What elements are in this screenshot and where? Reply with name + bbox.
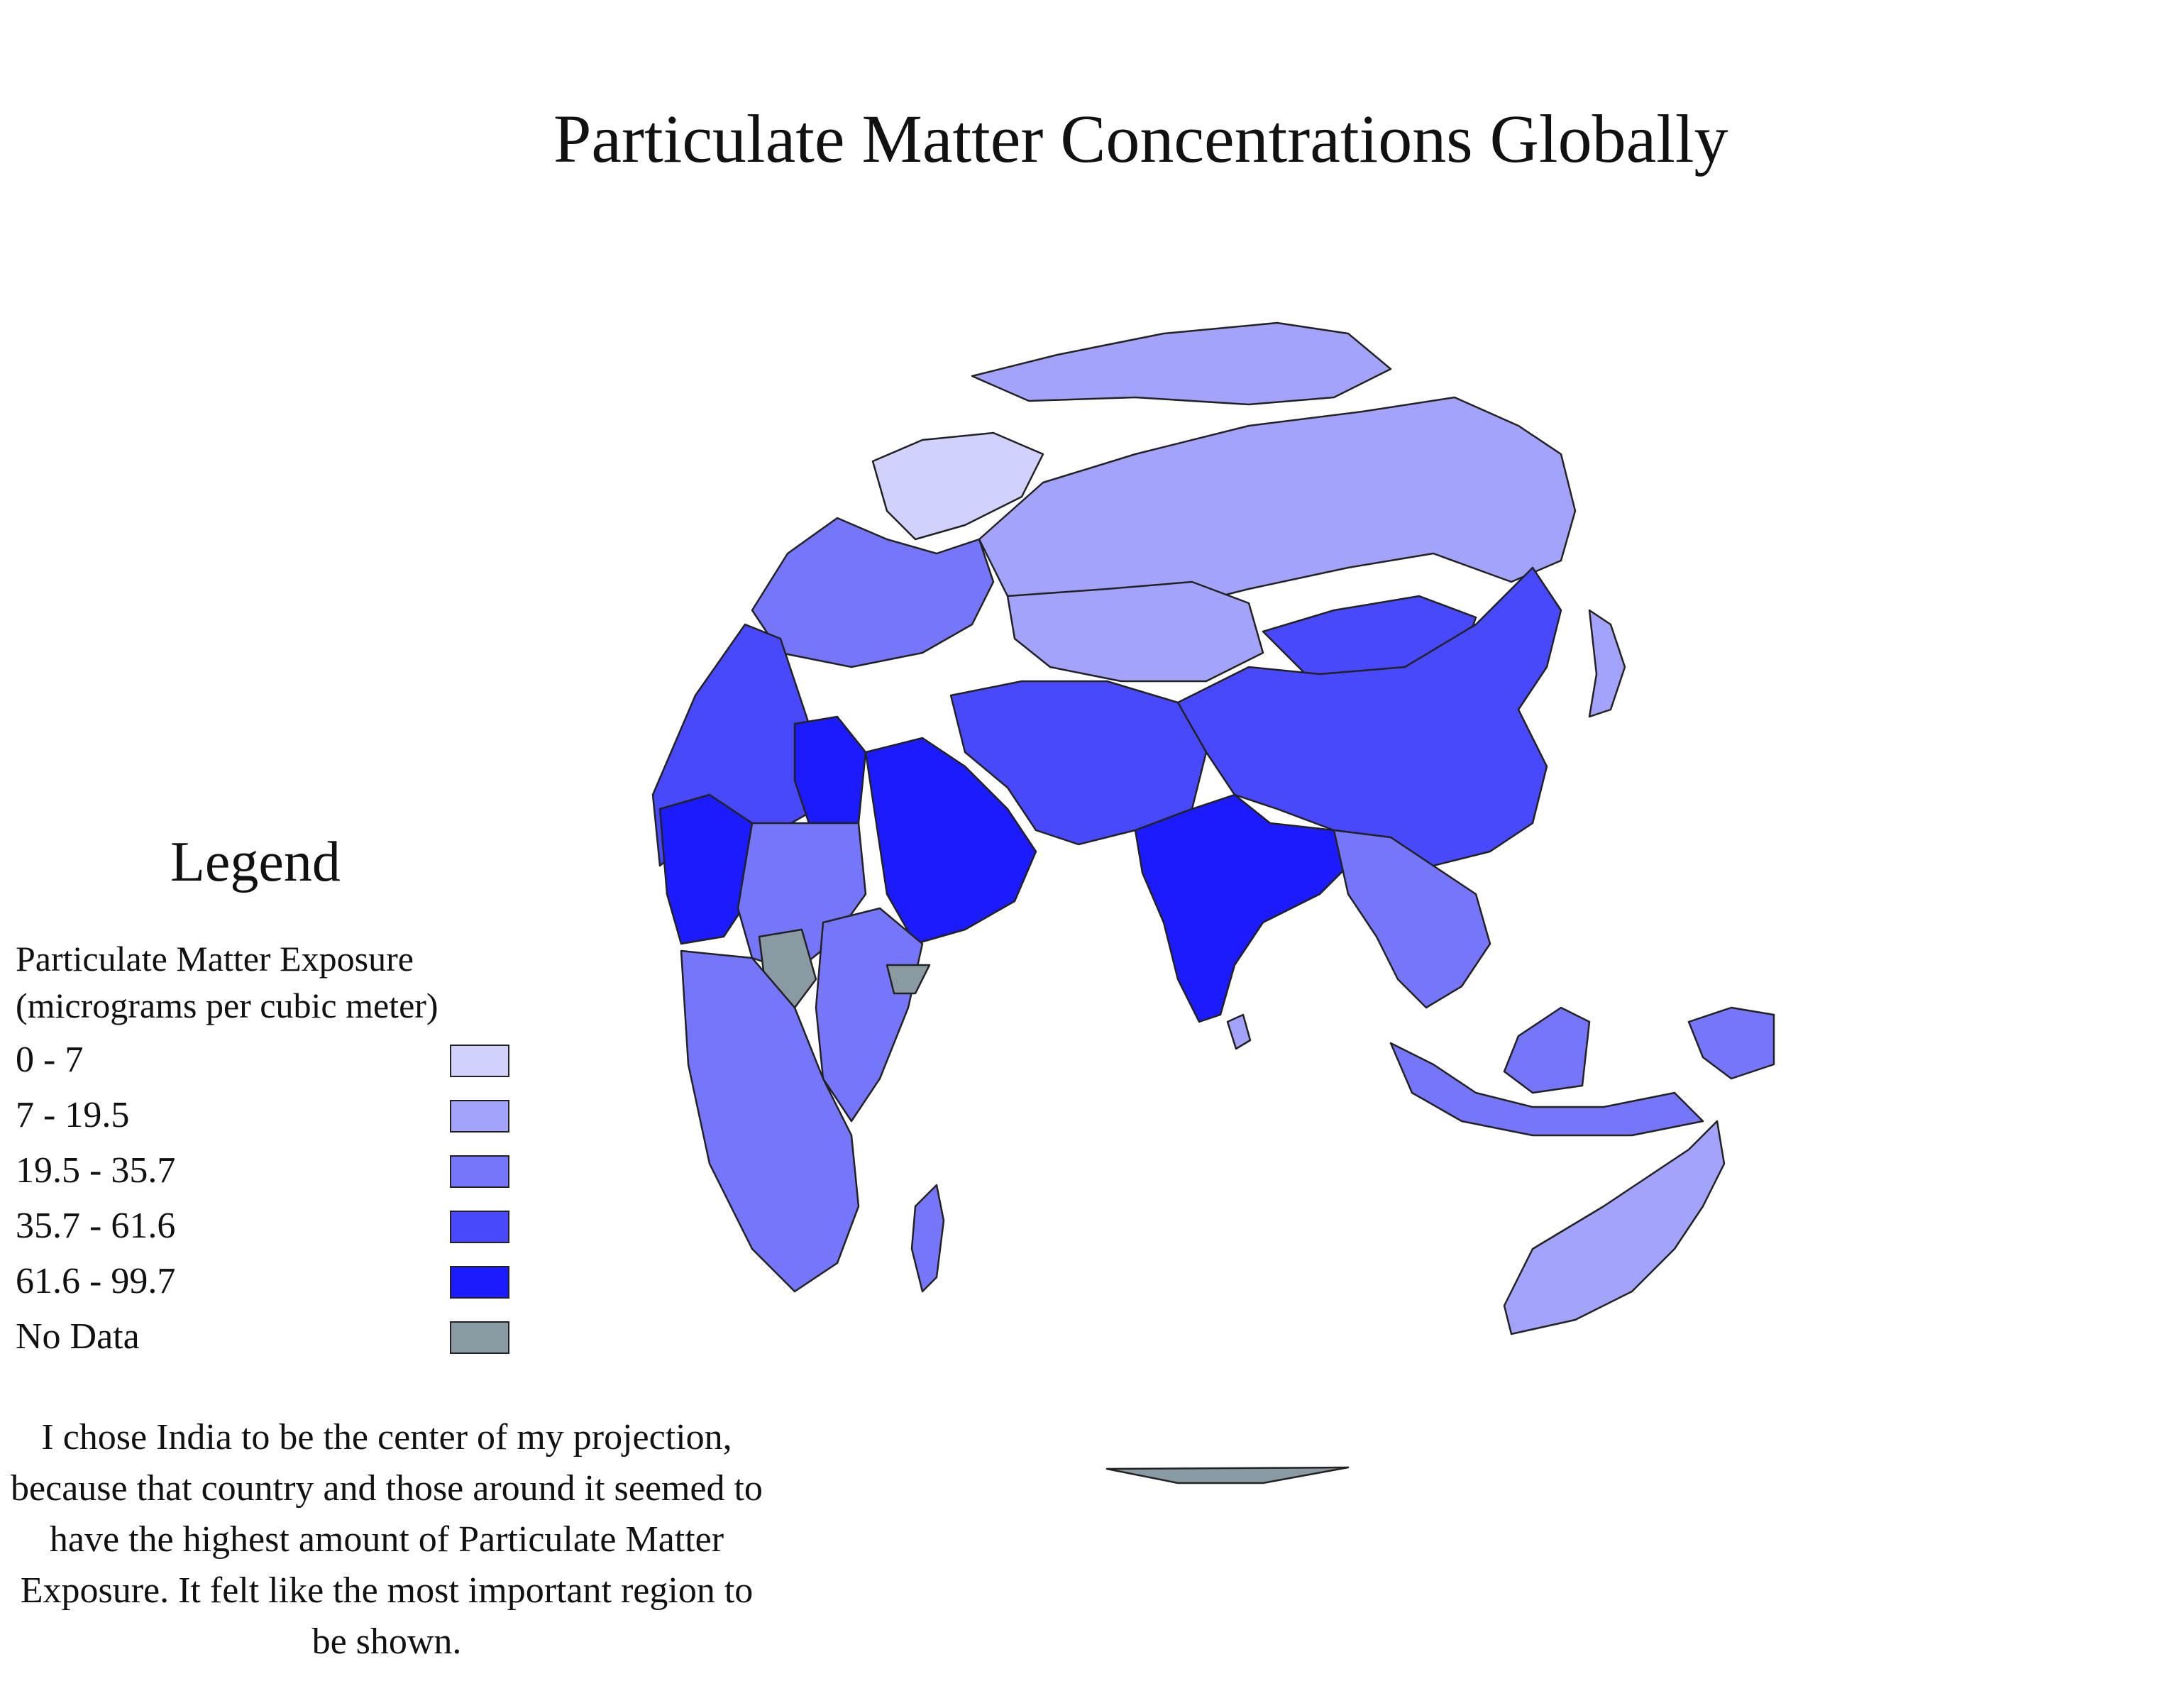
legend-swatch xyxy=(450,1211,509,1243)
legend-swatch xyxy=(450,1266,509,1299)
legend-item-label: 61.6 - 99.7 xyxy=(16,1261,176,1301)
legend-variable-line2: (micrograms per cubic meter) xyxy=(16,986,439,1025)
region-egypt xyxy=(793,715,867,825)
region-somalia xyxy=(886,964,931,995)
region-east-africa xyxy=(815,907,924,1123)
region-southern-africa xyxy=(680,949,860,1293)
legend-swatch xyxy=(450,1155,509,1188)
legend-swatch xyxy=(450,1045,509,1077)
region-sri-lanka xyxy=(1226,1013,1252,1050)
legend-item: 19.5 - 35.7 xyxy=(16,1150,512,1192)
legend-item: 7 - 19.5 xyxy=(16,1094,512,1137)
region-china xyxy=(1176,566,1562,867)
region-indonesia xyxy=(1389,1042,1704,1137)
region-scandinavia xyxy=(871,431,1044,541)
legend-item-label: 0 - 7 xyxy=(16,1040,84,1080)
region-borneo xyxy=(1503,1006,1591,1094)
legend-title: Legend xyxy=(170,831,341,893)
region-antarctica xyxy=(1105,1466,1350,1484)
region-sahel xyxy=(658,793,754,945)
projection-note: I chose India to be the center of my pro… xyxy=(11,1417,763,1662)
region-australia xyxy=(1503,1120,1726,1335)
region-india xyxy=(1134,793,1364,1023)
legend-variable-line1: Particulate Matter Exposure xyxy=(16,939,414,979)
legend-item: 0 - 7 xyxy=(16,1039,512,1081)
region-japan xyxy=(1588,609,1626,718)
legend-item: 35.7 - 61.6 xyxy=(16,1205,512,1247)
legend-variable: Particulate Matter Exposure (micrograms … xyxy=(16,935,439,1029)
region-new-guinea xyxy=(1687,1006,1775,1080)
legend-item: 61.6 - 99.7 xyxy=(16,1260,512,1303)
legend-item: No Data xyxy=(16,1316,512,1358)
region-southeast-asia xyxy=(1333,829,1491,1009)
region-madagascar xyxy=(910,1184,945,1293)
legend-swatch xyxy=(450,1321,509,1354)
legend-item-label: 35.7 - 61.6 xyxy=(16,1206,176,1246)
legend-item-label: 7 - 19.5 xyxy=(16,1095,130,1135)
map-title: Particulate Matter Concentrations Global… xyxy=(553,101,1728,177)
legend-swatch xyxy=(450,1100,509,1133)
region-arctic xyxy=(971,321,1392,406)
legend-item-label: 19.5 - 35.7 xyxy=(16,1150,176,1191)
legend-item-label: No Data xyxy=(16,1316,140,1357)
region-europe xyxy=(751,517,995,668)
region-saudi-arabia xyxy=(864,737,1037,945)
region-kazakhstan xyxy=(1006,580,1264,683)
region-russia xyxy=(978,396,1577,612)
